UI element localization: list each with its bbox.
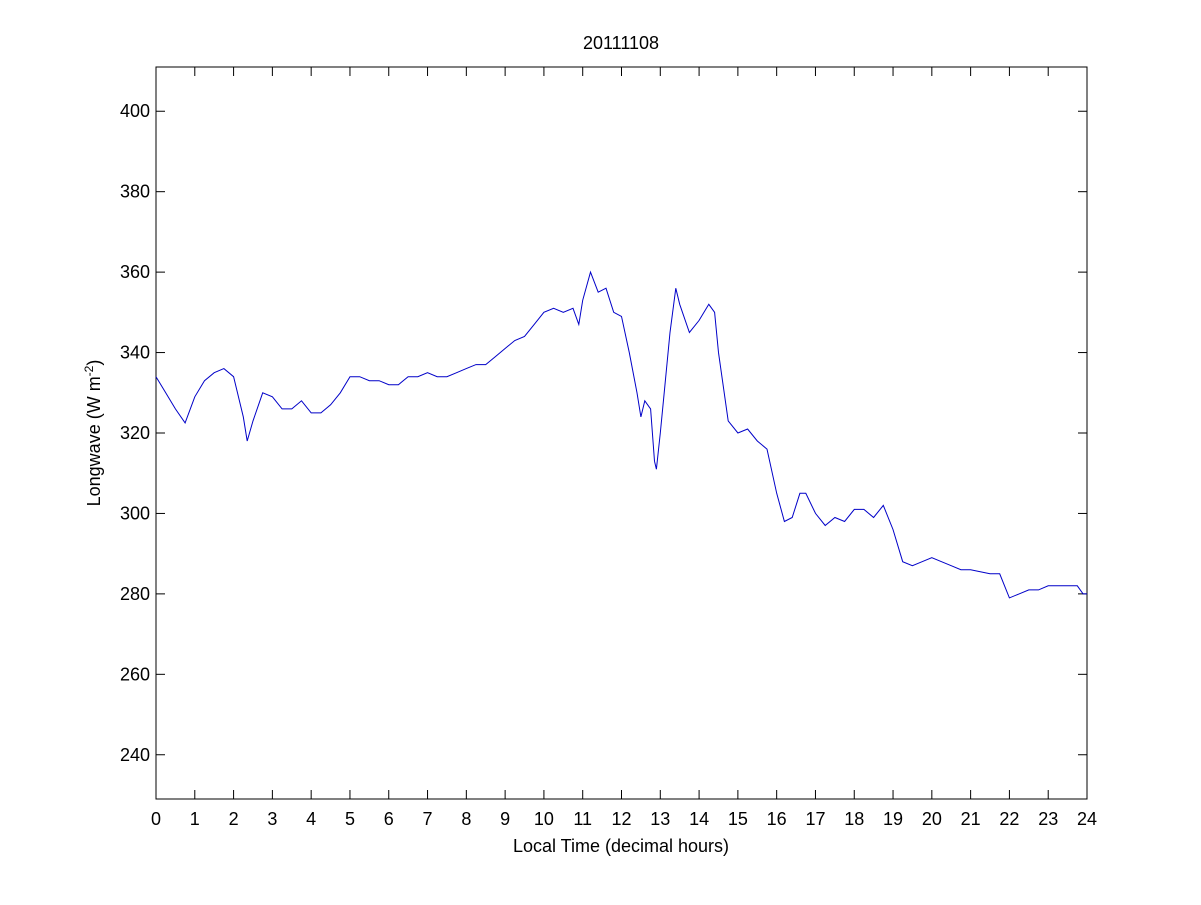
y-label-sup: -2 (82, 365, 96, 376)
y-tick-label: 320 (120, 423, 150, 443)
x-tick-label: 18 (844, 809, 864, 829)
x-tick-label: 17 (805, 809, 825, 829)
x-tick-label: 11 (573, 809, 592, 829)
chart-title: 20111108 (583, 33, 659, 53)
data-line (155, 270, 1087, 599)
x-tick-label: 6 (384, 809, 394, 829)
x-axis-label: Local Time (decimal hours) (513, 836, 729, 856)
y-tick-label: 380 (120, 182, 150, 202)
y-tick-label: 400 (120, 101, 150, 121)
y-tick-label: 240 (120, 745, 150, 765)
y-axis-label: Longwave (W m-2) (82, 360, 104, 507)
y-tick-label: 280 (120, 584, 150, 604)
x-tick-label: 1 (190, 809, 200, 829)
y-label-end: ) (84, 360, 104, 366)
x-tick-label: 20 (922, 809, 942, 829)
y-label-main: Longwave (W m (84, 376, 104, 506)
y-tick-label: 340 (120, 343, 150, 363)
x-tick-label: 7 (423, 809, 433, 829)
x-tick-label: 14 (689, 809, 709, 829)
x-tick-label: 4 (306, 809, 316, 829)
x-tick-label: 15 (728, 809, 748, 829)
x-tick-label: 13 (650, 809, 670, 829)
x-tick-label: 9 (500, 809, 510, 829)
x-tick-label: 8 (461, 809, 471, 829)
x-tick-label: 21 (961, 809, 981, 829)
x-tick-label: 22 (999, 809, 1019, 829)
x-tick-label: 23 (1038, 809, 1058, 829)
x-tick-label: 16 (767, 809, 787, 829)
y-tick-label: 300 (120, 503, 150, 523)
y-tick-label: 360 (120, 262, 150, 282)
x-tick-label: 12 (611, 809, 631, 829)
x-tick-label: 3 (267, 809, 277, 829)
y-tick-label: 260 (120, 664, 150, 684)
x-tick-label: 19 (883, 809, 903, 829)
x-tick-label: 24 (1077, 809, 1097, 829)
x-tick-label: 10 (534, 809, 554, 829)
x-tick-label: 0 (151, 809, 161, 829)
x-tick-label: 5 (345, 809, 355, 829)
x-tick-label: 2 (229, 809, 239, 829)
